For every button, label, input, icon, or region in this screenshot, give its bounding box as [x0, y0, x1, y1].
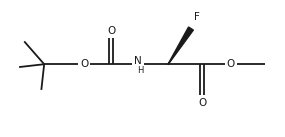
Text: O: O: [198, 98, 206, 108]
Text: O: O: [107, 25, 115, 35]
Text: H: H: [137, 66, 144, 75]
Text: O: O: [227, 59, 235, 69]
Text: N: N: [134, 56, 142, 66]
Text: O: O: [80, 59, 88, 69]
Text: F: F: [194, 12, 199, 22]
Polygon shape: [168, 27, 193, 64]
